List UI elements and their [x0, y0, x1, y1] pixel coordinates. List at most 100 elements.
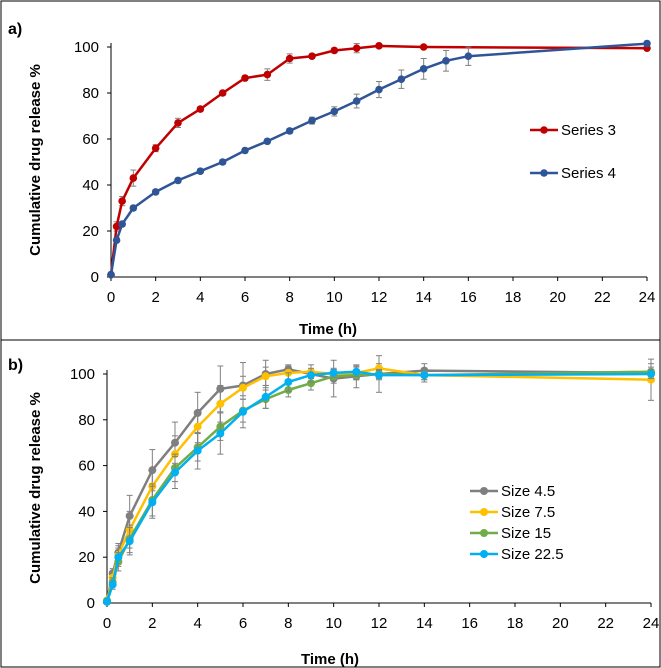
panel-b-y-tick-label: 20: [78, 549, 95, 566]
panel-b-data-point: [108, 580, 117, 589]
panel-b-x-tick-label: 22: [597, 615, 614, 632]
panel-b-data-point: [125, 537, 134, 546]
panel-b-y-tick-label: 100: [70, 366, 95, 383]
panel-a-x-tick-label: 18: [505, 289, 522, 306]
panel-a-x-tick-label: 10: [326, 289, 343, 306]
panel-a-y-tick-label: 80: [82, 85, 99, 102]
panel-a-data-point: [107, 270, 115, 279]
panel-a-x-axis-title: Time (h): [299, 321, 357, 338]
panel-a-data-point: [285, 54, 294, 63]
panel-b-x-tick-label: 2: [148, 615, 156, 632]
panel-b-y-tick-label: 0: [87, 595, 95, 612]
panel-b-data-point: [329, 368, 338, 377]
panel-a-x-tick-label: 12: [371, 289, 388, 306]
panel-a-legend-swatch-marker: [540, 169, 548, 177]
panel-a-plot-area: 0 2 4 6 8 10 12 14 16 18 20 22 24020406080100Series …: [74, 39, 655, 306]
panel-a-data-point: [397, 75, 406, 83]
panel-a-data-point: [352, 44, 361, 52]
panel-a-y-axis-title: Cumulative drug release %: [27, 64, 44, 256]
panel-a-label: a): [8, 21, 22, 38]
panel-b-x-tick-label: 16: [461, 615, 478, 632]
panel-a-x-tick-label: 24: [639, 289, 656, 306]
panel-b-x-tick-label: 12: [371, 615, 388, 632]
panel-a-data-point: [218, 158, 227, 166]
panel-b-x-tick-label: 6: [239, 615, 247, 632]
panel-a-y-tick-label: 40: [82, 177, 99, 194]
panel-b-data-point: [284, 378, 293, 387]
panel-a-data-point: [174, 119, 182, 127]
panel-b-x-tick-label: 4: [193, 615, 201, 632]
panel-b-x-tick-label: 0: [103, 615, 111, 632]
panel-b-data-point: [352, 367, 361, 376]
panel-a-data-point: [196, 105, 205, 113]
panel-b-data-point: [647, 370, 655, 378]
panel-b-x-tick-label: 18: [507, 615, 524, 632]
panel-a-data-point: [118, 197, 126, 205]
panel-a-x-tick-label: 22: [594, 289, 611, 306]
panel-a-data-point: [129, 204, 138, 212]
panel-a-data-point: [151, 188, 160, 196]
panel-b-data-point: [420, 371, 429, 380]
panel-a-data-point: [308, 52, 316, 60]
panel-b-data-point: [239, 407, 247, 416]
panel-b-series-4: [103, 366, 655, 606]
panel-b-x-tick-label: 8: [284, 615, 292, 632]
panel-a-data-point: [241, 74, 249, 82]
panel-a-data-point: [330, 107, 339, 116]
panel-b-y-tick-label: 60: [78, 458, 95, 475]
panel-a-data-point: [241, 146, 249, 155]
panel-a-x-tick-label: 0: [107, 289, 115, 306]
panel-b-legend-label: Size 15: [501, 525, 551, 542]
panel-b-legend-label: Size 7.5: [501, 504, 555, 521]
panel-b-data-point: [261, 372, 270, 381]
panel-a-data-point: [643, 39, 651, 48]
panel-b-data-point: [216, 429, 225, 438]
panel-a-data-point: [129, 174, 138, 182]
panel-a-x-tick-label: 2: [151, 289, 159, 306]
panel-b-y-tick-label: 40: [78, 503, 95, 520]
panel-b-data-point: [647, 375, 655, 384]
panel-a-data-point: [442, 57, 450, 65]
panel-a-x-tick-label: 20: [549, 289, 566, 306]
panel-b-x-tick-label: 10: [325, 615, 342, 632]
panel-a-data-point: [285, 127, 294, 135]
panel-a-data-point: [174, 176, 182, 185]
panel-b-data-point: [103, 597, 111, 606]
panel-a-legend-label: Series 4: [561, 165, 616, 182]
panel-b-data-point: [171, 468, 179, 477]
panel-a-data-point: [308, 116, 316, 125]
panel-a-y-tick-label: 20: [82, 223, 99, 240]
panel-a-x-tick-label: 4: [196, 289, 204, 306]
panel-b-data-point: [307, 371, 315, 380]
panel-b-legend-swatch-marker: [480, 550, 488, 558]
panel-b-legend-label: Size 4.5: [501, 483, 555, 500]
panel-a-data-point: [112, 236, 121, 244]
panel-b-legend-swatch-marker: [480, 529, 488, 537]
panel-a-y-tick-label: 0: [91, 269, 99, 286]
panel-a-y-tick-label: 60: [82, 131, 99, 148]
panel-b-data-point: [193, 422, 202, 431]
panel-b-data-point: [193, 446, 202, 455]
panel-a-x-tick-label: 6: [241, 289, 249, 306]
panel-a-series-2: [107, 39, 651, 279]
panel-b-data-point: [307, 379, 315, 388]
panel-b-legend: Size 4.5 Size 7.5 Size 15 Size 22.5: [470, 483, 564, 563]
panel-a-data-point: [118, 220, 126, 228]
panel-b-x-axis-title: Time (h): [301, 651, 359, 668]
panel-a-data-point: [263, 137, 272, 146]
panel-a-data-point: [196, 167, 205, 175]
panel-a-data-point: [375, 85, 383, 94]
panel-b-data-point: [375, 371, 383, 380]
panel-b-data-point: [148, 498, 157, 507]
panel-a-data-point: [263, 70, 272, 79]
panel-a-x-tick-label: 16: [460, 289, 477, 306]
panel-b-x-tick-label: 20: [552, 615, 569, 632]
panel-a-y-tick-label: 100: [74, 39, 99, 56]
panel-a-legend-label: Series 3: [561, 122, 616, 139]
panel-a-data-point: [419, 65, 428, 73]
panel-a-data-point: [218, 89, 227, 97]
panel-a-data-point: [464, 52, 473, 60]
panel-b-data-point: [114, 553, 123, 562]
